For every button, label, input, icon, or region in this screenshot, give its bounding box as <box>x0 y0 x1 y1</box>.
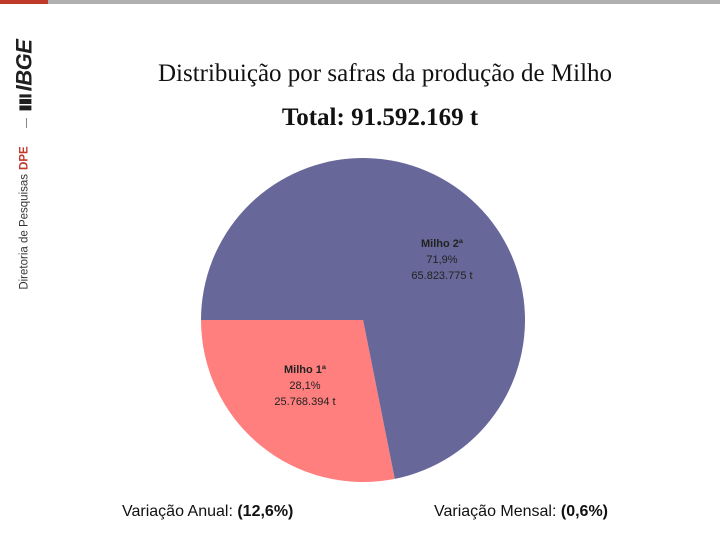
slice-label-value-milho-1: 25.768.394 t <box>274 396 335 408</box>
pie-slice-milho-1 <box>201 320 395 482</box>
slice-label-name-milho-1: Milho 1ª <box>284 364 327 376</box>
chart-subtitle: Total: 91.592.169 t <box>281 104 479 131</box>
sidebar-divider <box>26 118 27 128</box>
slice-label-name-milho-2: Milho 2ª <box>421 238 464 250</box>
annual-variation-label: Variação Anual: <box>122 503 238 520</box>
pie-slice-milho-2 <box>201 157 525 479</box>
monthly-variation-value: (0,6%) <box>560 503 608 520</box>
annual-variation-value: (12,6%) <box>237 503 294 520</box>
top-border <box>0 0 720 4</box>
slice-label-value-milho-2: 65.823.775 t <box>411 270 472 282</box>
slice-label-percent-milho-2: 71,9% <box>426 254 457 266</box>
sidebar: IBGE Diretoria de PesquisasDPE <box>0 0 48 310</box>
annual-variation: Variação Anual: (12,6%) <box>122 503 293 521</box>
slice-label-percent-milho-1: 28,1% <box>289 380 320 392</box>
top-border-accent <box>0 0 48 4</box>
chart-title: Distribuição por safras da produção de M… <box>157 60 613 87</box>
monthly-variation: Variação Mensal: (0,6%) <box>434 503 608 521</box>
monthly-variation-label: Variação Mensal: <box>434 503 561 520</box>
